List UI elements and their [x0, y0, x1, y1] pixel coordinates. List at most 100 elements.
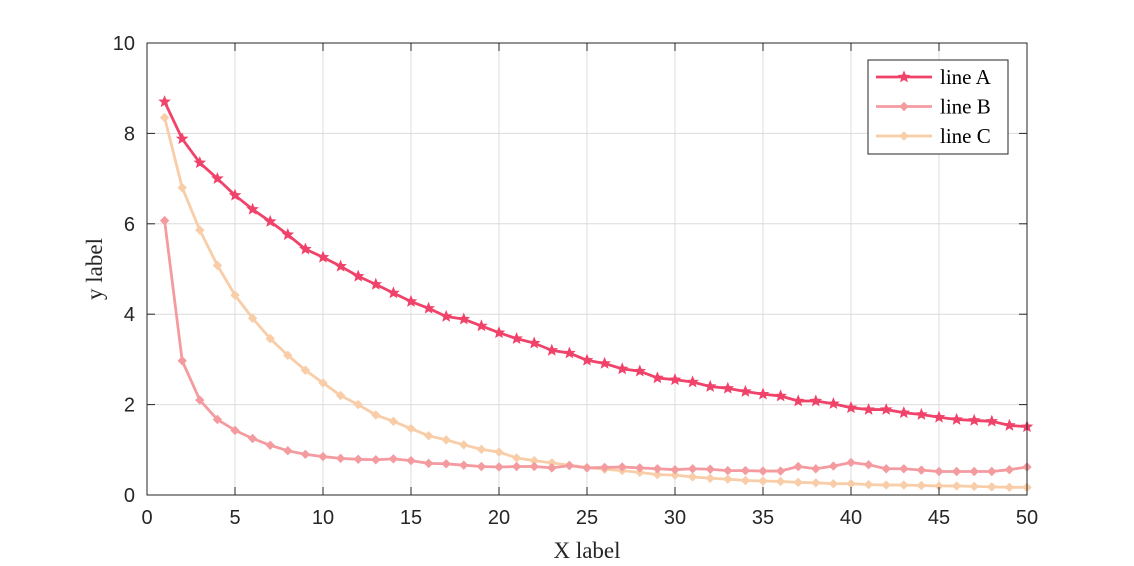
- data-point-line-c: [441, 435, 451, 445]
- data-point-line-c: [758, 476, 768, 486]
- data-point-line-b: [881, 464, 891, 474]
- x-tick-label: 20: [488, 507, 510, 529]
- data-point-line-b: [599, 462, 610, 473]
- data-point-line-b: [195, 395, 205, 405]
- data-point-line-a: [879, 402, 893, 415]
- x-tick-label: 50: [1016, 507, 1038, 529]
- y-tick-label: 2: [124, 395, 135, 417]
- data-point-line-b: [564, 460, 575, 471]
- data-point-line-c: [740, 475, 751, 486]
- legend-marker: [899, 101, 909, 112]
- data-point-line-a: [545, 343, 559, 356]
- legend-marker: [899, 131, 909, 141]
- legend-item-line-b: line B: [876, 95, 991, 119]
- data-point-line-c: [811, 478, 821, 488]
- data-point-line-b: [828, 461, 839, 471]
- data-point-line-a: [211, 171, 224, 184]
- data-point-line-c: [195, 225, 205, 235]
- data-point-line-a: [492, 326, 506, 339]
- x-tick-label: 25: [576, 507, 598, 529]
- data-point-line-c: [371, 410, 381, 420]
- data-point-line-b: [283, 445, 293, 456]
- x-tick-label: 10: [312, 507, 334, 529]
- data-point-line-a: [158, 95, 171, 108]
- data-point-line-b: [212, 414, 223, 425]
- data-point-line-b: [846, 457, 856, 468]
- data-point-line-b: [529, 461, 539, 472]
- x-tick-label: 45: [928, 507, 950, 529]
- data-point-line-a: [387, 286, 400, 299]
- x-tick-label: 40: [840, 507, 862, 529]
- data-point-line-b: [1004, 464, 1015, 475]
- data-point-line-b: [793, 461, 803, 472]
- data-point-line-b: [265, 440, 275, 450]
- data-point-line-c: [687, 472, 698, 482]
- data-point-line-c: [828, 478, 839, 489]
- data-point-line-b: [441, 459, 451, 469]
- data-point-line-b: [969, 466, 979, 477]
- data-point-line-b: [863, 460, 874, 470]
- data-point-line-b: [371, 455, 381, 465]
- legend-item-line-a: line A: [876, 65, 992, 89]
- data-point-line-b: [670, 464, 680, 475]
- data-point-line-a: [193, 156, 207, 169]
- data-point-line-a: [422, 301, 435, 314]
- data-point-line-b: [951, 466, 962, 477]
- legend-item-line-c: line C: [876, 124, 991, 148]
- data-point-line-b: [494, 462, 504, 472]
- data-point-line-b: [652, 464, 663, 474]
- data-point-line-a: [862, 402, 875, 415]
- data-point-line-a: [281, 228, 295, 240]
- data-point-line-c: [230, 290, 240, 300]
- series-line-b: [159, 215, 1032, 477]
- data-point-line-a: [950, 412, 963, 425]
- data-point-line-a: [985, 414, 999, 427]
- data-point-line-a: [791, 394, 805, 407]
- data-point-line-b: [318, 451, 328, 462]
- data-point-line-a: [457, 312, 471, 325]
- data-point-line-c: [1004, 482, 1015, 493]
- data-point-line-c: [423, 431, 434, 441]
- data-point-line-b: [547, 463, 557, 473]
- data-point-line-b: [423, 458, 434, 469]
- data-point-line-c: [969, 481, 979, 492]
- data-point-line-c: [265, 333, 275, 344]
- data-point-line-c: [388, 416, 399, 427]
- data-point-line-c: [159, 112, 170, 123]
- data-point-line-b: [705, 464, 715, 474]
- data-point-line-a: [633, 364, 647, 377]
- data-point-line-b: [476, 461, 487, 472]
- data-point-line-c: [300, 365, 311, 375]
- data-point-line-c: [353, 399, 363, 410]
- data-point-line-b: [916, 465, 927, 475]
- data-point-line-b: [230, 425, 240, 436]
- data-point-line-c: [670, 470, 680, 480]
- data-point-line-a: [334, 259, 347, 272]
- data-point-line-a: [351, 269, 365, 282]
- data-point-line-a: [774, 389, 787, 402]
- x-axis-title: X label: [553, 538, 620, 563]
- data-point-line-c: [775, 476, 786, 487]
- data-point-line-b: [177, 356, 187, 366]
- data-point-line-a: [897, 406, 911, 419]
- data-point-line-a: [404, 294, 418, 307]
- y-tick-label: 6: [124, 214, 135, 236]
- data-point-line-c: [652, 469, 663, 480]
- data-point-line-c: [318, 378, 328, 388]
- data-point-line-c: [212, 260, 223, 271]
- legend-label: line B: [940, 95, 991, 119]
- data-point-line-a: [844, 401, 858, 414]
- data-point-line-c: [723, 474, 733, 484]
- data-point-line-b: [687, 464, 698, 474]
- data-point-line-a: [703, 379, 717, 392]
- data-point-line-c: [476, 444, 487, 455]
- x-tick-label: 0: [141, 507, 152, 529]
- x-tick-label: 35: [752, 507, 774, 529]
- data-point-line-b: [406, 455, 416, 466]
- data-point-line-b: [899, 464, 909, 474]
- data-point-line-a: [932, 410, 946, 423]
- axis-ticks: [146, 42, 1028, 496]
- data-point-line-b: [775, 466, 786, 476]
- data-point-line-a: [439, 309, 453, 322]
